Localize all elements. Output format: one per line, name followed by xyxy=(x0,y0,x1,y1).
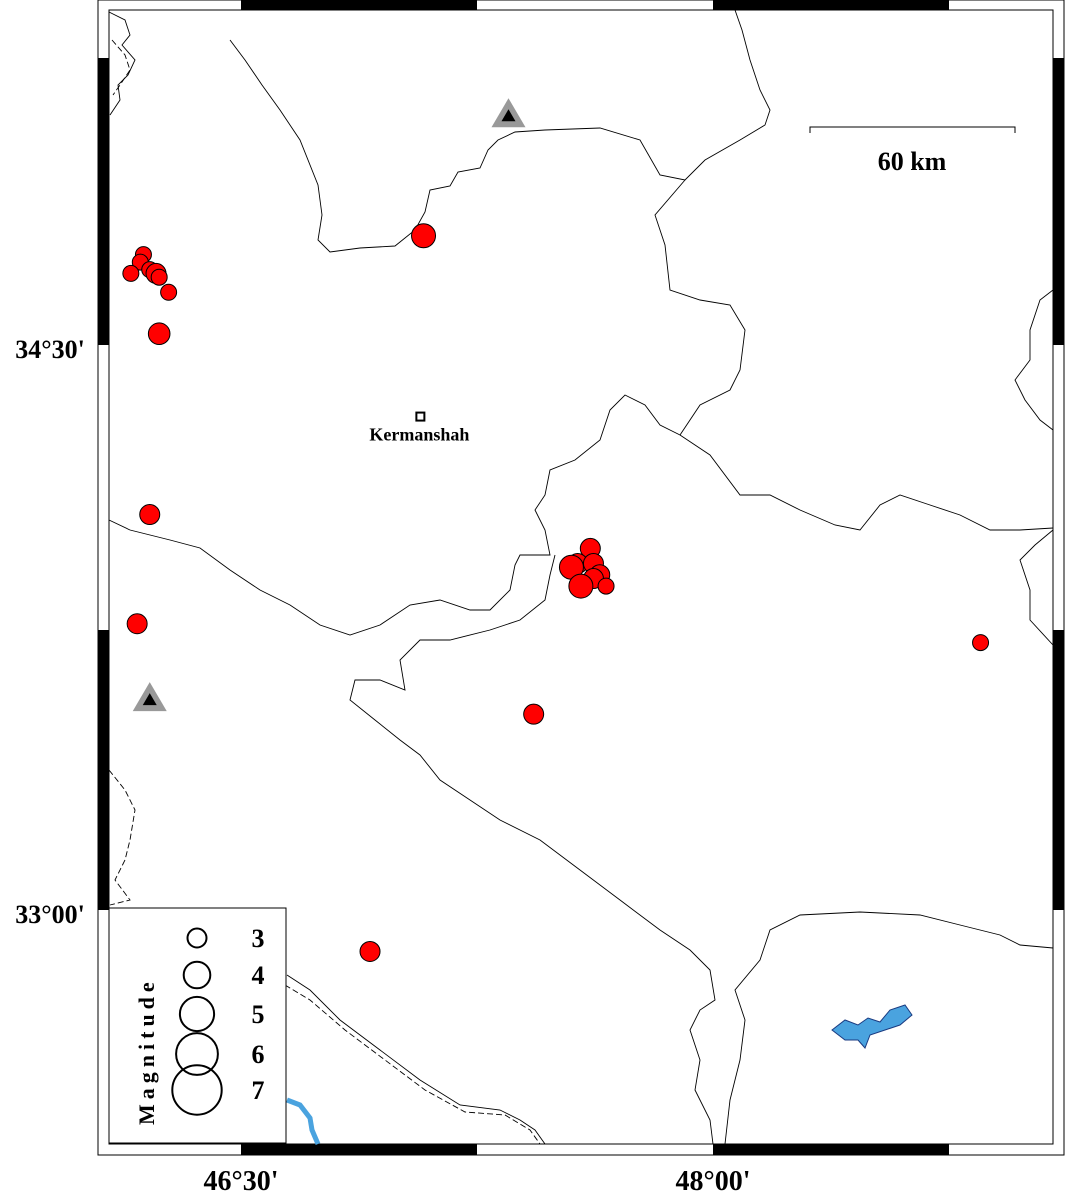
lon-tick-label: 48°00' xyxy=(676,1166,751,1193)
magnitude-legend: Magnitude 3 4 5 6 7 xyxy=(108,907,287,1144)
earthquake-event xyxy=(150,268,168,286)
water-bodies xyxy=(286,1004,913,1145)
earthquake-event xyxy=(972,634,990,652)
legend-circle xyxy=(178,995,216,1033)
lake xyxy=(831,1004,913,1049)
province-borders xyxy=(108,9,1054,1145)
earthquake-event xyxy=(597,577,615,595)
legend-label: 4 xyxy=(252,961,265,990)
earthquake-event xyxy=(139,504,161,526)
international-border xyxy=(108,39,541,1145)
earthquake-event xyxy=(359,940,381,962)
city-kermanshah: Kermanshah xyxy=(369,411,469,445)
earthquake-event xyxy=(411,223,437,249)
legend-label: 6 xyxy=(252,1040,265,1069)
legend-label: 3 xyxy=(252,924,265,953)
legend-circle xyxy=(175,1032,219,1076)
scale-bar-label: 60 km xyxy=(878,147,947,176)
legend-label: 7 xyxy=(252,1076,265,1105)
city-marker-icon xyxy=(415,411,426,422)
legend-title: Magnitude xyxy=(134,977,159,1125)
lat-tick-label: 33°00' xyxy=(15,900,85,929)
seismic-station-icon xyxy=(132,682,167,712)
legend-label: 5 xyxy=(252,1000,265,1029)
earthquake-event xyxy=(147,322,171,345)
earthquake-event xyxy=(122,264,140,282)
earthquake-event xyxy=(160,283,178,301)
earthquake-events xyxy=(122,223,990,962)
legend-circle xyxy=(182,960,212,990)
lat-tick-label: 34°30' xyxy=(15,335,85,364)
city-label: Kermanshah xyxy=(369,425,469,445)
scale-bar: 60 km xyxy=(809,126,1016,176)
earthquake-event xyxy=(568,573,594,599)
legend-circle xyxy=(186,927,208,949)
river xyxy=(286,1097,321,1145)
earthquake-event xyxy=(126,613,148,635)
earthquake-event xyxy=(523,703,545,725)
stations xyxy=(132,98,526,712)
legend-circle xyxy=(171,1064,223,1116)
lon-tick-label: 46°30' xyxy=(204,1166,279,1193)
seismic-station-icon xyxy=(491,98,526,128)
